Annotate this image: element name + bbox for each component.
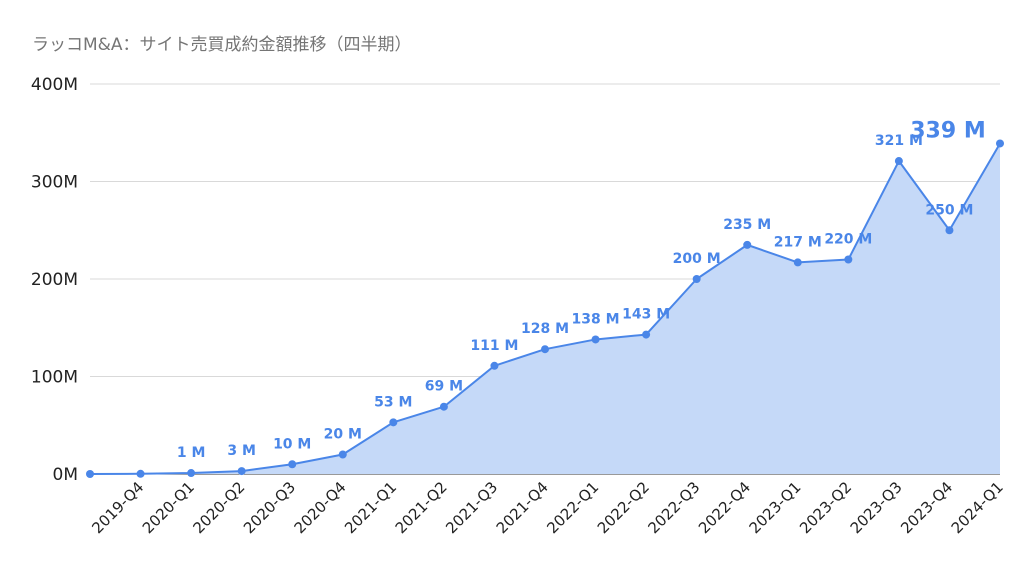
x-tick-label: 2024-Q1 [948, 478, 1007, 537]
x-tick-label: 2021-Q1 [341, 478, 400, 537]
data-label: 217 M [774, 234, 822, 250]
y-tick-label: 300M [31, 173, 78, 193]
x-tick-label: 2022-Q2 [594, 478, 653, 537]
data-label: 20 M [324, 427, 362, 443]
data-label: 128 M [521, 321, 569, 337]
data-point [945, 226, 954, 235]
data-point [541, 345, 549, 354]
x-tick-label: 2021-Q3 [442, 478, 501, 537]
x-tick-label: 2022-Q4 [695, 478, 754, 537]
x-tick-label: 2021-Q4 [493, 478, 552, 537]
y-tick-label: 0M [53, 465, 78, 485]
data-label: 10 M [273, 436, 311, 452]
data-point [996, 139, 1004, 148]
x-tick-label: 2020-Q3 [240, 478, 299, 537]
data-point [490, 361, 499, 370]
data-label: 69 M [425, 379, 463, 395]
data-label: 220 M [824, 232, 872, 248]
x-axis-ticks: 2019-Q42020-Q12020-Q22020-Q32020-Q42021-… [88, 478, 1006, 537]
data-point [439, 402, 448, 411]
data-point [389, 418, 398, 427]
chart-title: ラッコM&A：サイト売買成約金額推移（四半期） [32, 35, 412, 55]
x-tick-label: 2023-Q4 [897, 478, 956, 537]
x-tick-label: 2022-Q3 [644, 478, 703, 537]
data-point [86, 470, 94, 478]
data-point [136, 469, 145, 478]
y-tick-label: 200M [31, 270, 78, 290]
x-tick-label: 2022-Q1 [543, 478, 602, 537]
data-point [743, 240, 752, 249]
data-point [591, 335, 600, 344]
x-tick-label: 2020-Q1 [139, 478, 198, 537]
y-axis-ticks: 0M 100M 200M 300M 400M [31, 75, 78, 485]
data-point [793, 258, 802, 267]
data-label: 143 M [622, 307, 670, 323]
data-label: 111 M [470, 338, 518, 354]
data-point [692, 275, 701, 283]
data-label: 250 M [925, 202, 973, 218]
x-tick-label: 2023-Q1 [746, 478, 805, 537]
data-point [894, 157, 903, 166]
x-tick-label: 2020-Q2 [189, 478, 248, 537]
data-label: 53 M [374, 394, 412, 410]
y-tick-label: 100M [31, 368, 78, 388]
data-label: 1 M [177, 445, 206, 461]
x-tick-label: 2021-Q2 [392, 478, 451, 537]
data-point [338, 450, 347, 459]
x-tick-label: 2023-Q2 [796, 478, 855, 537]
data-label: 3 M [227, 443, 256, 459]
data-point [642, 330, 651, 339]
series-area [90, 143, 1000, 474]
area-layer [89, 142, 1001, 475]
x-tick-label: 2020-Q4 [291, 478, 350, 537]
data-label: 138 M [572, 311, 620, 327]
data-point [237, 467, 246, 476]
data-point [844, 255, 853, 264]
data-point [288, 460, 297, 469]
points-layer [86, 139, 1004, 478]
data-point [187, 469, 196, 478]
data-label: 200 M [673, 251, 721, 267]
y-tick-label: 400M [31, 75, 78, 95]
data-label: 235 M [723, 217, 771, 233]
x-tick-label: 2019-Q4 [88, 478, 147, 537]
x-tick-label: 2023-Q3 [847, 478, 906, 537]
data-label: 321 M [875, 133, 923, 149]
data-label: 339 M [910, 118, 985, 143]
